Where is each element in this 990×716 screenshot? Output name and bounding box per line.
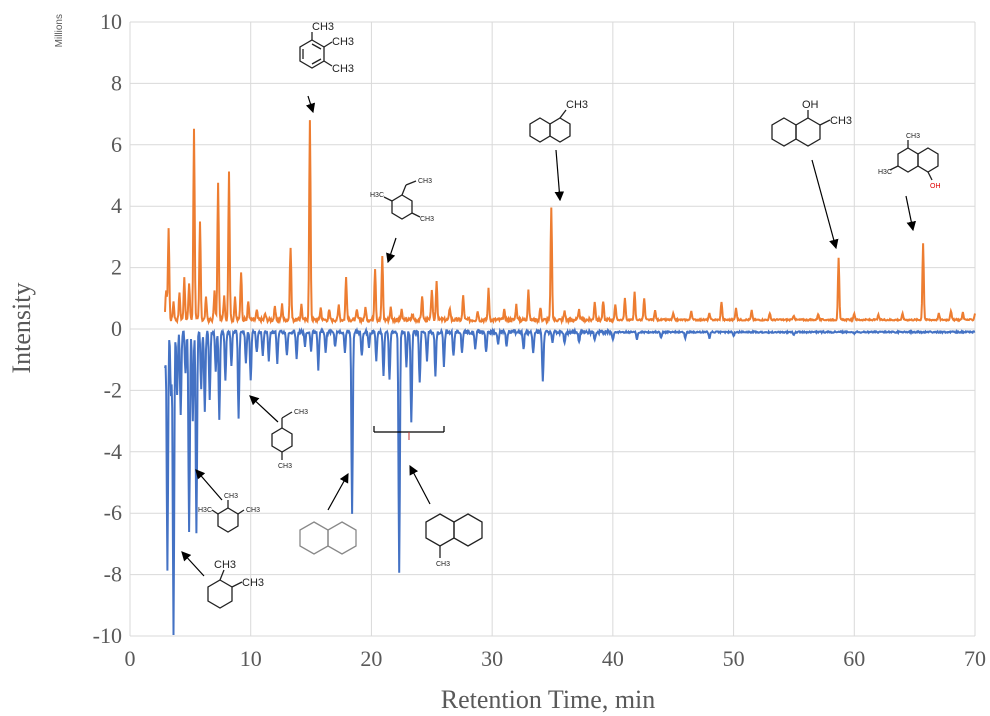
x-axis-title: Retention Time, min bbox=[441, 685, 656, 714]
svg-text:CH3: CH3 bbox=[294, 409, 308, 416]
svg-text:CH3: CH3 bbox=[566, 99, 588, 111]
structure-trimethylcyclohexane: H3C CH3 CH3 bbox=[198, 493, 260, 533]
series-blue bbox=[164, 326, 976, 636]
structure-dimethylcyclohexane: CH3 CH3 bbox=[207, 559, 264, 609]
arrow-trimethylbenzene bbox=[305, 95, 316, 114]
svg-text:H3C: H3C bbox=[878, 169, 892, 176]
arrow-methyldecalin bbox=[409, 464, 431, 505]
svg-text:OH: OH bbox=[930, 183, 941, 190]
structure-methylnaphthol: OH CH3 bbox=[771, 99, 852, 147]
arrow-trimethylcyclohexane bbox=[195, 469, 223, 501]
arrow-dimethylnaphthol bbox=[905, 195, 917, 232]
y-tick-label: 2 bbox=[111, 255, 122, 280]
arrow-methylnaphthol bbox=[811, 159, 839, 250]
x-tick-label: 30 bbox=[481, 646, 503, 671]
svg-text:H3C: H3C bbox=[370, 192, 384, 199]
series-line-1 bbox=[164, 326, 976, 636]
y-tick-label: -2 bbox=[104, 377, 122, 402]
y-tick-label: 10 bbox=[100, 9, 122, 34]
y-tick-label: -8 bbox=[104, 562, 122, 587]
arrow-decalin bbox=[327, 472, 349, 511]
structure-ethyl-methylcyclohexane: CH3 CH3 bbox=[271, 409, 308, 470]
arrow-ethyl-dimethylbenzene bbox=[386, 237, 397, 264]
x-tick-label: 20 bbox=[360, 646, 382, 671]
arrow-methylnaphthalene bbox=[554, 149, 565, 202]
structure-ethyl-dimethylbenzene: CH3 H3C CH3 bbox=[370, 178, 434, 223]
svg-text:CH3: CH3 bbox=[332, 63, 354, 75]
arrow-ethyl-methylcyclohexane bbox=[249, 395, 279, 423]
structure-trimethylbenzene: CH3 CH3 CH3 bbox=[299, 21, 354, 75]
structure-methylnaphthalene: CH3 bbox=[529, 99, 588, 143]
y-tick-labels: 10 8 6 4 2 0 -2 -4 -6 -8 -10 bbox=[93, 9, 122, 648]
y-tick-label: -4 bbox=[104, 439, 122, 464]
units-label: Millions bbox=[54, 14, 65, 47]
svg-text:CH3: CH3 bbox=[332, 36, 354, 48]
bracket bbox=[373, 426, 445, 440]
svg-text:H3C: H3C bbox=[198, 507, 212, 514]
y-tick-label: 6 bbox=[111, 132, 122, 157]
y-tick-label: 4 bbox=[111, 193, 122, 218]
svg-text:CH3: CH3 bbox=[418, 178, 432, 185]
y-tick-label: 0 bbox=[111, 316, 122, 341]
structure-decalin bbox=[299, 521, 357, 555]
svg-text:CH3: CH3 bbox=[246, 507, 260, 514]
x-tick-label: 10 bbox=[240, 646, 262, 671]
x-tick-labels: 0 10 20 30 40 50 60 70 bbox=[125, 646, 987, 671]
structure-methyldecalin: CH3 bbox=[425, 513, 483, 568]
svg-text:CH3: CH3 bbox=[312, 21, 334, 33]
y-axis-title: Intensity bbox=[7, 283, 36, 374]
y-tick-label: -10 bbox=[93, 623, 122, 648]
structure-dimethylnaphthol: CH3 H3C OH bbox=[878, 133, 941, 190]
x-tick-label: 60 bbox=[843, 646, 865, 671]
svg-text:CH3: CH3 bbox=[242, 577, 264, 589]
svg-text:CH3: CH3 bbox=[420, 216, 434, 223]
svg-text:CH3: CH3 bbox=[906, 133, 920, 140]
x-tick-label: 0 bbox=[125, 646, 136, 671]
svg-text:OH: OH bbox=[802, 99, 819, 111]
y-tick-label: 8 bbox=[111, 70, 122, 95]
x-tick-label: 40 bbox=[602, 646, 624, 671]
y-tick-label: -6 bbox=[104, 500, 122, 525]
series-line-0 bbox=[164, 120, 976, 326]
svg-text:CH3: CH3 bbox=[830, 115, 852, 127]
svg-text:CH3: CH3 bbox=[436, 561, 450, 568]
x-tick-label: 70 bbox=[964, 646, 986, 671]
svg-text:CH3: CH3 bbox=[214, 559, 236, 571]
series-orange bbox=[164, 120, 976, 326]
svg-text:CH3: CH3 bbox=[278, 463, 292, 470]
arrow-dimethylcyclohexane bbox=[181, 551, 205, 577]
svg-text:CH3: CH3 bbox=[224, 493, 238, 500]
x-tick-label: 50 bbox=[723, 646, 745, 671]
